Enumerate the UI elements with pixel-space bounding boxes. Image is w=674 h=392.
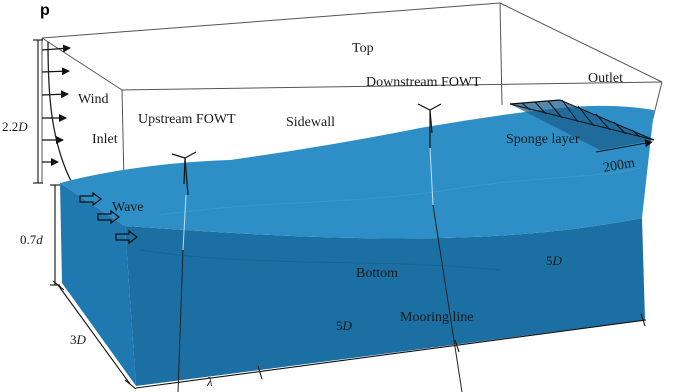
dim-wavelength: λ (206, 374, 213, 389)
downstream-fowt (417, 103, 442, 148)
dim-width: 3D (70, 332, 87, 347)
label-wind: Wind (78, 92, 109, 107)
sponge-layer (509, 99, 655, 153)
wind-profile (41, 41, 73, 184)
dim-air-height: 2.2D (2, 119, 28, 134)
water-free-surface (60, 105, 654, 239)
dim-water-depth: 0.7d (20, 232, 43, 247)
mooring-lines (182, 147, 434, 251)
water-body (60, 105, 654, 386)
figure-title: p (40, 2, 50, 19)
label-downstream-fowt: Downstream FOWT (366, 75, 481, 90)
wave-arrow-1 (79, 191, 102, 207)
label-mooring-line: Mooring line (400, 310, 474, 325)
label-sponge-length: 200m (602, 156, 636, 176)
label-wave: Wave (112, 200, 144, 215)
water-front-face (125, 218, 645, 386)
dim-length-2: 5D (546, 253, 563, 268)
length-dim (135, 319, 647, 389)
label-top: Top (352, 41, 374, 56)
label-bottom: Bottom (356, 266, 398, 281)
label-sponge-layer: Sponge layer (506, 132, 580, 147)
sponge-length-arrow (595, 139, 653, 153)
mooring-line-underwater (177, 204, 463, 392)
wave-arrows (79, 191, 138, 245)
width-dim (57, 284, 131, 385)
air-domain-box (41, 2, 663, 227)
wave-arrow-2 (97, 209, 120, 225)
label-sidewall: Sidewall (286, 115, 335, 130)
label-inlet: Inlet (92, 132, 118, 147)
label-upstream-fowt: Upstream FOWT (138, 112, 236, 127)
label-outlet: Outlet (588, 71, 623, 86)
upstream-fowt (171, 151, 197, 196)
dimension-lines (33, 39, 647, 390)
dim-length-1: 5D (336, 318, 353, 333)
wave-arrow-3 (115, 229, 138, 245)
